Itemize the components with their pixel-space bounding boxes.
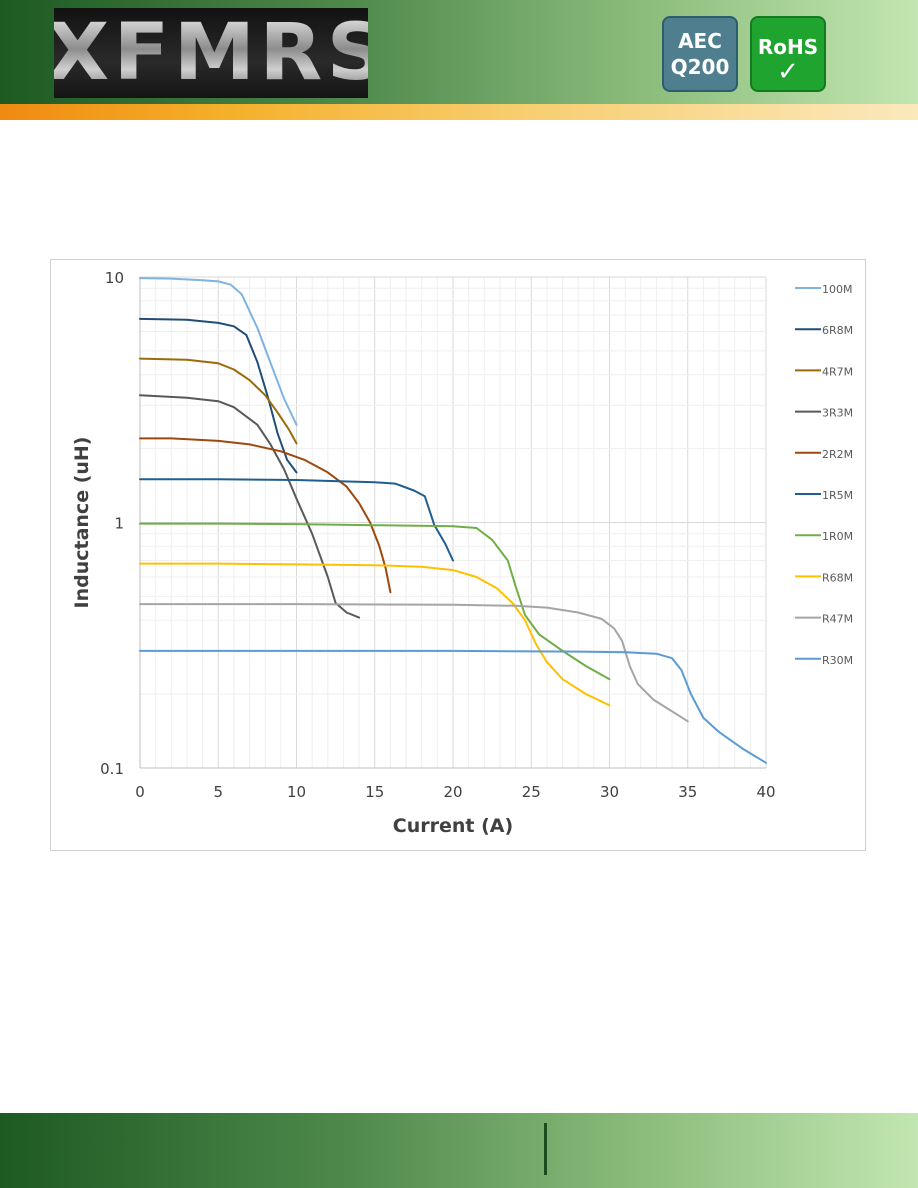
- check-icon: ✓: [777, 57, 799, 87]
- rohs-badge: RoHS ✓: [750, 16, 826, 92]
- series-line-2r2m: [139, 437, 392, 594]
- y-tick-label: 1: [114, 515, 124, 533]
- series-line-r47m: [139, 603, 689, 723]
- aec-badge-line2: Q200: [670, 55, 730, 79]
- series-line-4r7m: [139, 357, 298, 445]
- x-tick-label: 40: [756, 783, 775, 801]
- y-tick-label: 10: [105, 269, 124, 287]
- legend-label: R30M: [822, 654, 853, 667]
- company-logo: XFMRS: [54, 8, 368, 98]
- y-tick-label: 0.1: [100, 760, 124, 778]
- legend-label: 2R2M: [822, 448, 853, 461]
- series-line-r30m: [139, 649, 767, 764]
- legend-label: 1R0M: [822, 530, 853, 543]
- x-axis-title: Current (A): [393, 815, 513, 837]
- legend-label: R68M: [822, 571, 853, 584]
- legend-label: R47M: [822, 613, 853, 626]
- x-tick-label: 35: [678, 783, 697, 801]
- series-line-3r3m: [139, 394, 361, 619]
- inductance-chart: 0 5 10 15 20 25 30 35 40 10 1 0.1 Current (A) Inducta…: [50, 259, 866, 851]
- x-tick-label: 0: [135, 783, 145, 801]
- logo-text: XFMRS: [54, 12, 368, 94]
- x-tick-label: 30: [600, 783, 619, 801]
- x-tick-label: 25: [522, 783, 541, 801]
- series-line-r68m: [139, 562, 611, 707]
- aec-badge-line1: AEC: [678, 29, 722, 53]
- legend-label: 1R5M: [822, 489, 853, 502]
- x-tick-label: 10: [287, 783, 306, 801]
- series-line-100m: [139, 277, 298, 426]
- legend-label: 4R7M: [822, 365, 853, 378]
- chart-svg: 0 5 10 15 20 25 30 35 40 10 1 0.1 Current (A) Inducta…: [71, 269, 853, 837]
- x-tick-label: 15: [365, 783, 384, 801]
- legend-label: 6R8M: [822, 324, 853, 337]
- series-line-6r8m: [139, 317, 298, 474]
- series-line-1r5m: [139, 478, 454, 562]
- x-tick-label: 20: [443, 783, 462, 801]
- rohs-badge-label: RoHS: [757, 35, 819, 59]
- series-line-1r0m: [139, 522, 611, 681]
- aec-q200-badge: AEC Q200: [662, 16, 738, 92]
- header-bar: XFMRS AEC Q200 RoHS ✓: [0, 0, 918, 104]
- footer-divider: [544, 1123, 547, 1175]
- footer-bar: [0, 1113, 918, 1188]
- legend-label: 3R3M: [822, 407, 853, 420]
- legend-label: 100M: [822, 283, 853, 296]
- x-tick-label: 5: [213, 783, 223, 801]
- header-accent-stripe: [0, 104, 918, 120]
- y-axis-title: Inductance (uH): [71, 437, 93, 609]
